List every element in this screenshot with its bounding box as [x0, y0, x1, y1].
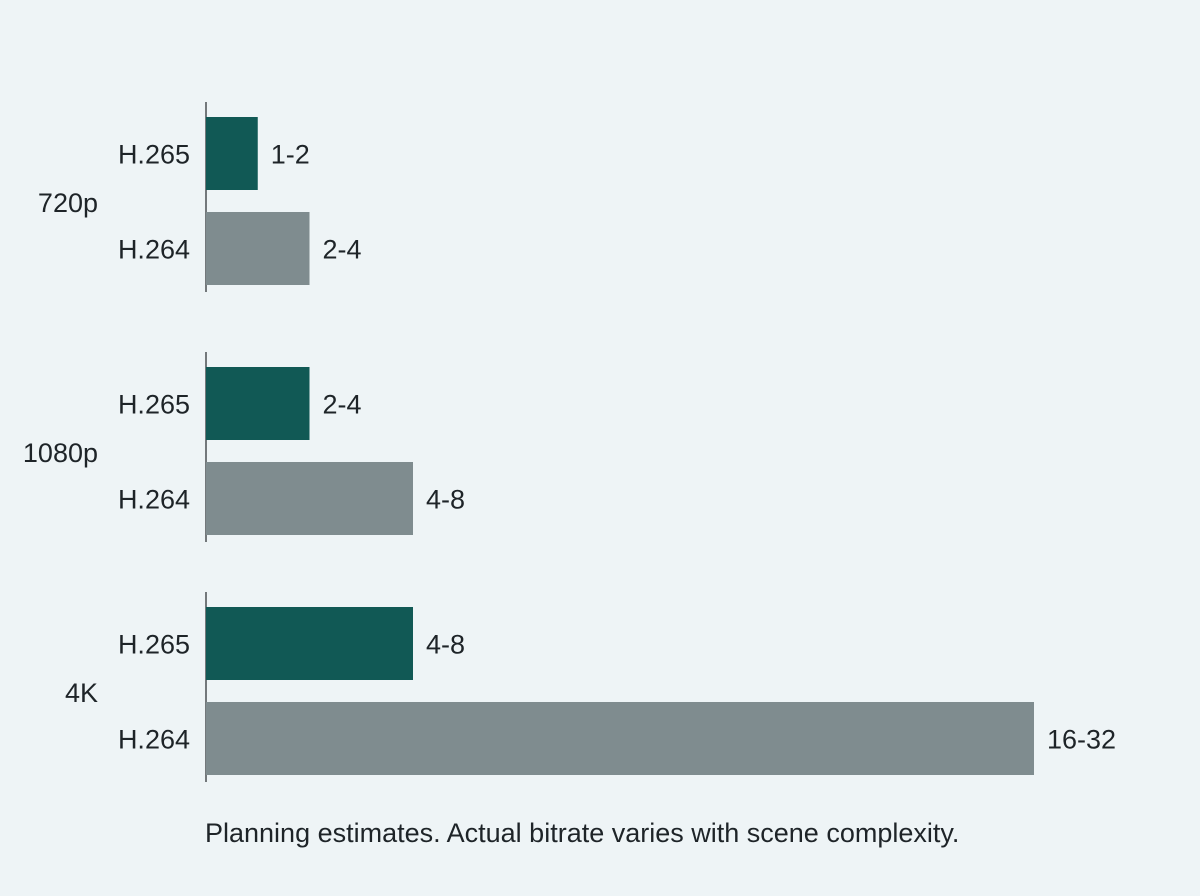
bar-720p-h265 [206, 117, 258, 190]
tick-label-4k-h264: H.264 [118, 725, 190, 755]
tick-label-1080p-h265: H.265 [118, 390, 190, 420]
value-label-1080p-h265: 2-4 [323, 390, 362, 420]
group-label-4k: 4K [65, 678, 98, 708]
bar-4k-h264 [206, 702, 1034, 775]
value-label-720p-h264: 2-4 [323, 235, 362, 265]
value-label-4k-h264: 16-32 [1047, 725, 1116, 755]
tick-label-720p-h264: H.264 [118, 235, 190, 265]
chart-footnote: Planning estimates. Actual bitrate varie… [205, 818, 960, 848]
value-label-1080p-h264: 4-8 [426, 485, 465, 515]
tick-label-720p-h265: H.265 [118, 140, 190, 170]
tick-label-4k-h265: H.265 [118, 630, 190, 660]
group-label-1080p: 1080p [23, 438, 98, 468]
value-label-4k-h265: 4-8 [426, 630, 465, 660]
bar-4k-h265 [206, 607, 413, 680]
bar-720p-h264 [206, 212, 310, 285]
group-label-720p: 720p [38, 188, 98, 218]
tick-label-1080p-h264: H.264 [118, 485, 190, 515]
bar-1080p-h265 [206, 367, 310, 440]
value-label-720p-h265: 1-2 [271, 140, 310, 170]
bar-1080p-h264 [206, 462, 413, 535]
